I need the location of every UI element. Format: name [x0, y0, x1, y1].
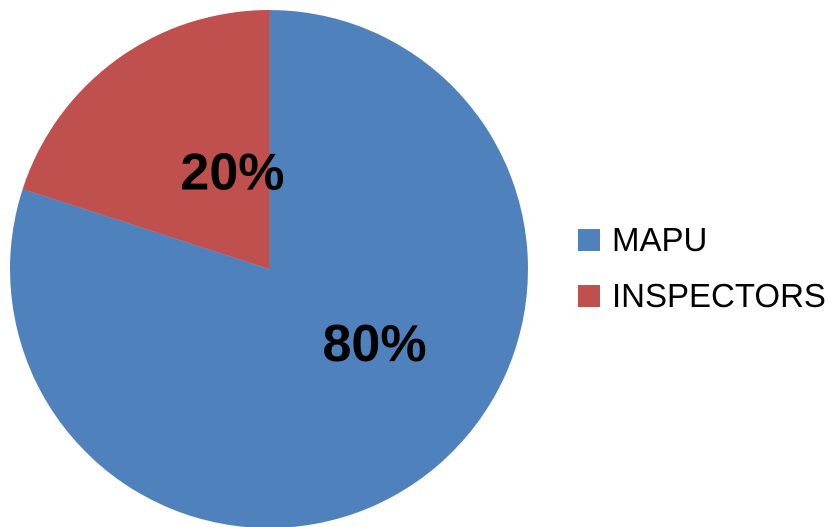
legend-label-mapu: MAPU: [612, 221, 708, 258]
legend-item-mapu: MAPU: [578, 212, 826, 268]
legend-item-inspectors: INSPECTORS: [578, 268, 826, 324]
legend-swatch-mapu: [578, 229, 600, 251]
data-label-inspectors: 20%: [180, 143, 284, 201]
legend: MAPU INSPECTORS: [578, 212, 826, 324]
pie-slices: [10, 10, 528, 527]
pie-data-labels: 80% 20%: [180, 143, 426, 373]
pie-slice-mapu: [10, 10, 528, 527]
pie-slice-inspectors: [22, 10, 270, 269]
legend-label-inspectors: INSPECTORS: [612, 277, 826, 314]
data-label-mapu: 80%: [323, 315, 427, 373]
legend-swatch-inspectors: [578, 285, 600, 307]
